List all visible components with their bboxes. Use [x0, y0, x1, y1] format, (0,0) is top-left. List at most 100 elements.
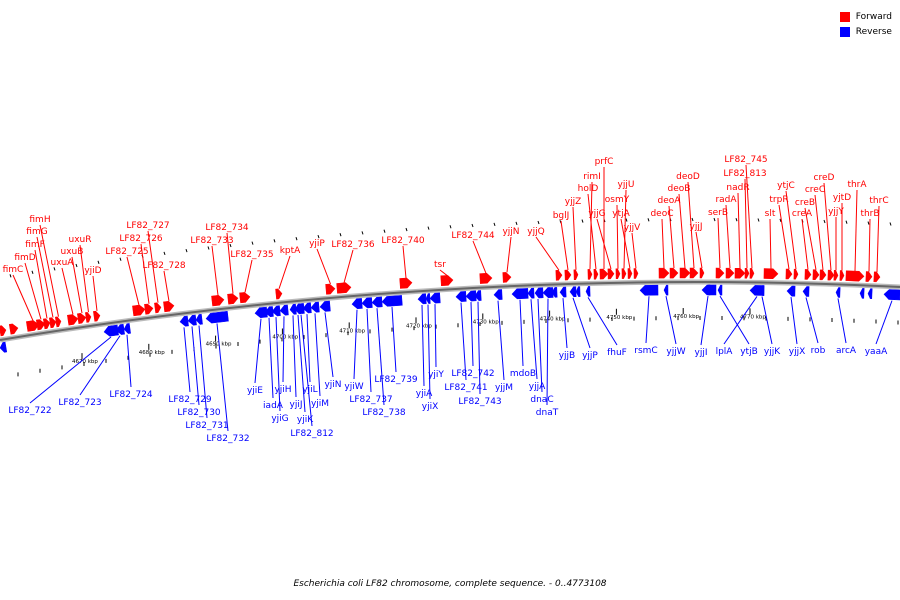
forward-gene-arrow[interactable]	[154, 302, 162, 314]
reverse-gene-label[interactable]: yjiH	[274, 385, 291, 395]
reverse-gene-lf82-729[interactable]: LF82_729	[168, 315, 212, 405]
reverse-gene-yjim[interactable]: yjiM	[310, 301, 329, 409]
reverse-gene-arrow[interactable]	[179, 315, 189, 327]
reverse-gene-arrow[interactable]	[302, 302, 312, 314]
forward-gene-label[interactable]: yjjZ	[565, 197, 582, 207]
reverse-gene-yjij[interactable]: yjiJ	[290, 303, 303, 410]
reverse-gene-yjin[interactable]: yjiN	[319, 300, 342, 390]
forward-gene-arrow[interactable]	[658, 267, 670, 279]
reverse-gene-label[interactable]: yjiL	[302, 385, 317, 395]
reverse-gene-label[interactable]: LF82_742	[451, 369, 494, 379]
forward-gene-label[interactable]: serB	[708, 208, 728, 218]
reverse-gene-label[interactable]: yjiW	[344, 382, 363, 392]
forward-gene-bglj[interactable]: bglJ	[553, 211, 572, 281]
reverse-gene-label[interactable]: dnaC	[530, 395, 553, 405]
forward-gene-crea[interactable]: creA	[792, 209, 813, 280]
reverse-gene-arrow[interactable]	[271, 305, 281, 317]
reverse-gene-arrow[interactable]	[115, 323, 125, 335]
reverse-gene-label[interactable]: yjiY	[428, 370, 444, 380]
forward-gene-serb[interactable]: serB	[708, 208, 728, 279]
forward-gene-label[interactable]: LF82_728	[142, 261, 186, 271]
forward-gene-arrow[interactable]	[325, 283, 336, 295]
forward-gene-slt[interactable]: slt	[763, 209, 779, 279]
forward-gene-label[interactable]: creA	[792, 209, 813, 219]
forward-gene-yjid[interactable]: yjiD	[84, 266, 102, 322]
reverse-gene-yjjp[interactable]: yjjP	[569, 286, 599, 361]
forward-gene-lf82-726[interactable]: LF82_726	[119, 234, 163, 315]
forward-gene-arrow[interactable]	[93, 310, 101, 322]
reverse-gene-arrow[interactable]	[205, 310, 229, 324]
forward-gene-label[interactable]: yjtD	[833, 193, 851, 203]
forward-gene-arrow[interactable]	[734, 267, 746, 279]
forward-gene-label[interactable]: prfC	[595, 157, 614, 167]
forward-gene-label[interactable]: thrA	[847, 180, 867, 190]
forward-gene-tsr[interactable]: tsr	[434, 260, 454, 287]
forward-gene-deob[interactable]: deoB	[668, 184, 691, 279]
forward-gene-label[interactable]: LF82_733	[190, 236, 233, 246]
forward-gene-arrow[interactable]	[827, 269, 835, 281]
forward-gene-arrow[interactable]	[785, 268, 793, 280]
forward-gene-label[interactable]: fimF	[25, 240, 45, 250]
forward-gene-arrow[interactable]	[839, 270, 845, 281]
reverse-gene-label[interactable]: yjiM	[311, 399, 329, 409]
reverse-gene-rsmc[interactable]: rsmC	[634, 284, 659, 356]
forward-gene-yjjj[interactable]: yjjJ	[690, 222, 705, 279]
forward-gene-arrow[interactable]	[593, 268, 599, 280]
reverse-gene-label[interactable]: LF82_741	[444, 383, 487, 393]
reverse-gene-lf82-730[interactable]: LF82_730	[177, 314, 221, 418]
forward-gene-label[interactable]: creD	[814, 173, 835, 183]
forward-gene-kpta[interactable]: kptA	[275, 246, 302, 300]
forward-gene-deoc[interactable]: deoC	[650, 209, 674, 279]
forward-gene-ytjc[interactable]: ytjC	[777, 181, 799, 280]
forward-gene-yjju[interactable]: yjjU	[618, 180, 635, 279]
forward-gene-arrow[interactable]	[502, 272, 512, 283]
forward-gene-thrb[interactable]: thrB	[860, 209, 880, 282]
forward-gene-label[interactable]: ytjC	[777, 181, 795, 191]
forward-gene-fimf[interactable]: fimF	[25, 240, 51, 330]
reverse-gene-yjjb[interactable]: yjjB	[559, 286, 576, 361]
reverse-gene-label[interactable]: yjjB	[559, 351, 576, 361]
forward-gene-arrow[interactable]	[227, 293, 239, 305]
forward-gene-yjip[interactable]: yjiP	[309, 239, 336, 295]
forward-gene-arrow[interactable]	[239, 292, 251, 304]
reverse-gene-label[interactable]: yaaA	[865, 347, 888, 357]
forward-gene-lf82-728[interactable]: LF82_728	[142, 261, 186, 313]
reverse-gene-arrow[interactable]	[585, 286, 591, 297]
reverse-gene-yjil[interactable]: yjiL	[302, 302, 318, 395]
forward-gene-label[interactable]: osmY	[605, 195, 630, 205]
forward-gene-label[interactable]: yjjN	[502, 227, 519, 237]
reverse-gene-label[interactable]: LF82_738	[362, 408, 406, 418]
reverse-gene-label[interactable]: yjjM	[495, 383, 513, 393]
reverse-gene-label[interactable]: lplA	[716, 347, 734, 357]
reverse-gene-arrow[interactable]	[319, 300, 331, 312]
forward-gene-label[interactable]: LF82_740	[381, 236, 425, 246]
forward-gene-fimc[interactable]: fimC	[3, 265, 40, 332]
forward-gene-arrow[interactable]	[67, 314, 79, 326]
forward-gene-arrow[interactable]	[440, 275, 454, 287]
forward-gene-label[interactable]: deoB	[668, 184, 691, 194]
forward-gene-arrow[interactable]	[607, 268, 615, 280]
reverse-gene-label[interactable]: rob	[811, 346, 826, 356]
forward-gene-label[interactable]: yjjV	[624, 223, 641, 233]
forward-gene-osmy[interactable]: osmY	[605, 195, 630, 280]
forward-gene-cred[interactable]: creD	[814, 173, 835, 281]
reverse-gene-yjih[interactable]: yjiH	[274, 304, 292, 395]
forward-gene-arrow[interactable]	[77, 313, 87, 324]
forward-gene-label[interactable]: tsr	[434, 260, 446, 270]
reverse-gene-arrow[interactable]	[264, 306, 274, 317]
forward-gene-yjjq[interactable]: yjjQ	[527, 227, 563, 281]
reverse-gene-label[interactable]: LF82_730	[177, 408, 221, 418]
reverse-gene-fhuf[interactable]: fhuF	[585, 286, 627, 358]
reverse-gene-arrow[interactable]	[254, 306, 268, 318]
forward-gene-label[interactable]: yjjQ	[527, 227, 544, 237]
forward-gene-arrow[interactable]	[163, 301, 175, 313]
reverse-gene-label[interactable]: yjiA	[416, 389, 433, 399]
reverse-gene-arrow[interactable]	[195, 313, 203, 325]
forward-gene-arrow[interactable]	[627, 268, 633, 279]
reverse-gene-label[interactable]: LF82_722	[8, 406, 51, 416]
reverse-gene-arrow[interactable]	[351, 298, 363, 310]
forward-gene-lf82-734[interactable]: LF82_734	[205, 223, 249, 305]
forward-gene-uxua[interactable]: uxuA	[51, 258, 79, 326]
forward-gene-label[interactable]: fimC	[3, 265, 24, 275]
reverse-gene-label[interactable]: yjiK	[297, 415, 314, 425]
